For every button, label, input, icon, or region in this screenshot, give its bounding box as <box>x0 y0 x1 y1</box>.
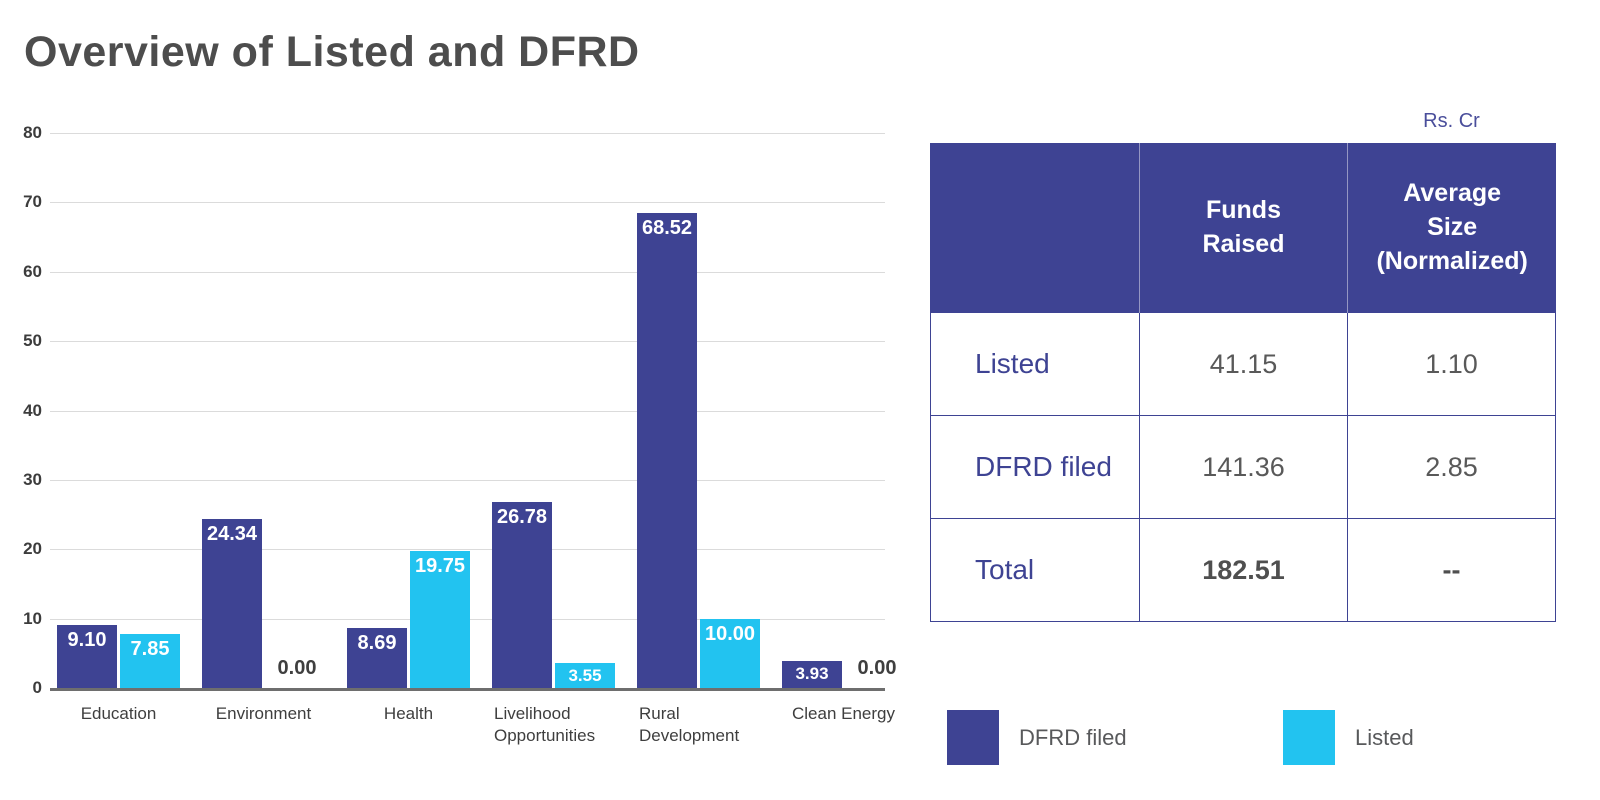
bar-value-label: 3.55 <box>568 665 602 685</box>
bar-value-label: 24.34 <box>206 523 258 546</box>
table-row: Total 182.51 -- <box>930 519 1556 622</box>
bar-value-label: 68.52 <box>641 216 693 239</box>
gridline <box>50 410 885 412</box>
x-axis-label: Health <box>383 704 434 723</box>
bar-dfrd-filed: 68.52 <box>637 212 697 688</box>
total-funds-raised: 182.51 <box>1139 519 1347 621</box>
table-header-empty <box>930 143 1139 313</box>
plot-area: 9.10 7.85 24.34 0.00 8.69 19.75 26.78 3.55 68.52… <box>50 133 896 691</box>
bar-dfrd-filed: 3.93 <box>782 660 842 688</box>
bar-value-label: 3.93 <box>795 664 829 684</box>
total-average-size: -- <box>1347 519 1555 621</box>
gridline <box>50 341 885 343</box>
summary-table: Funds Raised Average Size (Normalized) L… <box>930 143 1556 622</box>
y-tick-label: 40 <box>23 400 42 420</box>
zero-value-label: 0.00 <box>857 657 897 679</box>
x-axis-labels: Education Environment Health Livelihood Opp… <box>50 703 895 773</box>
bar-value-label: 19.75 <box>414 554 466 577</box>
y-tick-label: 70 <box>23 192 42 212</box>
bar-listed: 3.55 <box>555 663 615 688</box>
legend-label-listed: Listed <box>1355 724 1414 750</box>
legend-item-dfrd-filed: DFRD filed <box>947 710 1127 765</box>
bar-dfrd-filed: 9.10 <box>57 624 117 688</box>
y-tick-label: 0 <box>32 678 42 697</box>
bar-listed: 19.75 <box>410 550 470 688</box>
zero-value-label: 0.00 <box>277 657 317 679</box>
table-header-average-size: Average Size (Normalized) <box>1347 143 1556 313</box>
x-axis-label: Education <box>80 704 157 723</box>
row-label-dfrd-filed: DFRD filed <box>975 451 1112 482</box>
listed-average-size: 1.10 <box>1347 313 1555 415</box>
legend-label-dfrd-filed: DFRD filed <box>1019 724 1127 750</box>
gridline <box>50 271 885 273</box>
bar-listed: 7.85 <box>120 633 180 688</box>
legend-swatch-listed <box>1283 710 1335 765</box>
x-axis-label: Livelihood Opportunities <box>494 704 596 746</box>
bar-dfrd-filed: 24.34 <box>202 519 262 688</box>
table-header-row: Funds Raised Average Size (Normalized) <box>930 143 1556 313</box>
bar-listed: 10.00 <box>700 618 760 688</box>
table-row: DFRD filed 141.36 2.85 <box>930 416 1556 519</box>
page-title: Overview of Listed and DFRD <box>24 28 640 76</box>
bar-dfrd-filed: 26.78 <box>492 502 552 688</box>
legend-item-listed: Listed <box>1283 710 1414 765</box>
dfrd-funds-raised: 141.36 <box>1139 416 1347 518</box>
y-tick-label: 30 <box>23 469 42 489</box>
bar-value-label: 10.00 <box>704 622 756 645</box>
gridline <box>50 133 885 134</box>
bar-value-label: 26.78 <box>496 506 548 529</box>
y-tick-label: 80 <box>23 123 42 142</box>
x-axis-label: Clean Energy <box>791 704 895 723</box>
table-unit-note: Rs. Cr <box>1423 110 1480 132</box>
bar-dfrd-filed: 8.69 <box>347 627 407 688</box>
dfrd-average-size: 2.85 <box>1347 416 1555 518</box>
gridline <box>50 479 885 481</box>
bar-value-label: 9.10 <box>67 628 107 651</box>
bar-value-label: 8.69 <box>357 631 397 654</box>
y-tick-label: 10 <box>23 608 42 628</box>
listed-funds-raised: 41.15 <box>1139 313 1347 415</box>
x-axis-label: Rural Development <box>639 704 740 746</box>
gridline <box>50 549 885 551</box>
y-axis: 0 10 20 30 40 50 60 70 80 <box>0 123 42 697</box>
bar-value-label: 7.85 <box>130 637 170 660</box>
y-tick-label: 50 <box>23 331 42 351</box>
table-row: Listed 41.15 1.10 <box>930 313 1556 416</box>
table-header-funds-raised: Funds Raised <box>1138 143 1348 313</box>
row-label-listed: Listed <box>975 348 1050 379</box>
x-axis-label: Environment <box>215 704 312 723</box>
y-tick-label: 20 <box>23 539 42 559</box>
row-label-total: Total <box>975 554 1035 585</box>
gridline <box>50 202 885 204</box>
legend-swatch-dfrd-filed <box>947 710 999 765</box>
y-tick-label: 60 <box>23 261 42 281</box>
